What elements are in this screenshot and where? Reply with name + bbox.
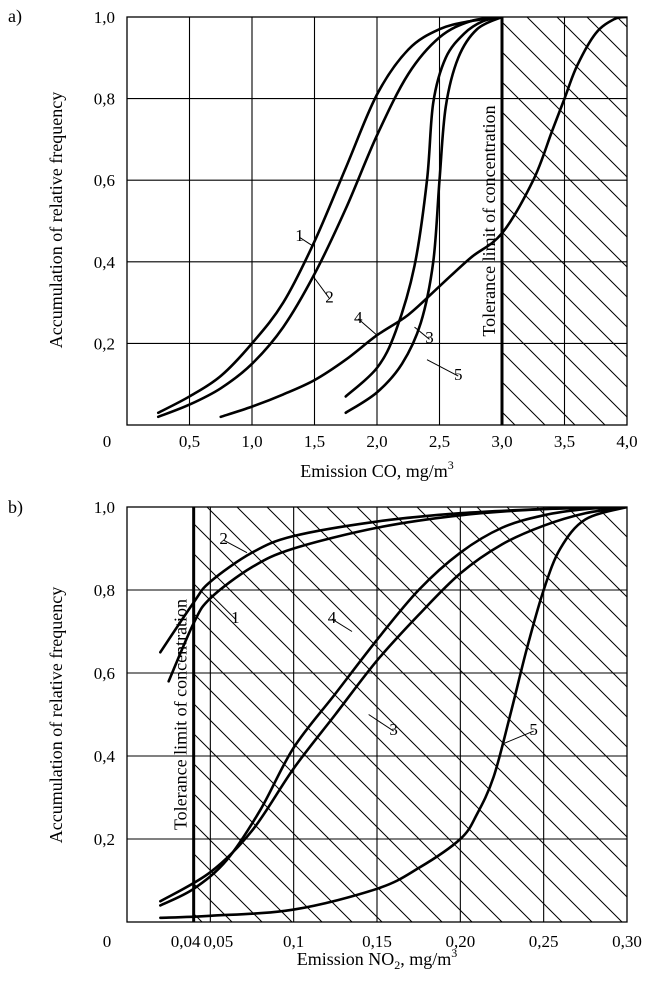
series-leader-3: [368, 714, 394, 732]
series-line-3: [344, 17, 504, 415]
x-axis-label-tail: , mg/m: [400, 949, 451, 969]
series-label-3: 3: [425, 328, 434, 347]
x-tick-label: 2,5: [429, 432, 450, 451]
series-label-1: 1: [231, 608, 240, 627]
y-tick-label: 0,2: [94, 830, 115, 849]
origin-label: 0: [103, 432, 112, 451]
series-line-5: [159, 507, 627, 920]
hatched-region: [193, 507, 627, 922]
series-line-1: [156, 17, 504, 415]
x-tick-label: 0,15: [362, 932, 392, 951]
y-tick-label: 0,4: [94, 253, 116, 272]
panel-label: b): [8, 497, 23, 518]
y-tick-label: 1,0: [94, 498, 115, 517]
chart-panel-b: Tolerance limit of concentration 1 2 3 4 5 0,2…: [8, 497, 642, 972]
x-tick-label: 1,0: [241, 432, 262, 451]
y-axis-label: Accumulation of relative frequency: [46, 92, 66, 348]
series-line-4: [344, 17, 504, 398]
x-tick-label: 3,5: [554, 432, 575, 451]
series-label-5: 5: [454, 365, 463, 384]
series-label-1: 1: [295, 226, 304, 245]
plot-frame: [126, 506, 628, 923]
series-leader-4: [331, 618, 353, 632]
series-leader-4: [357, 318, 378, 336]
x-axis-label-sup: 3: [448, 458, 454, 472]
x-axis-label-sub: 2: [394, 958, 400, 972]
series-label-2: 2: [219, 529, 228, 548]
series-label-3: 3: [389, 720, 398, 739]
x-tick-label: 0,30: [612, 932, 642, 951]
series-leader-2: [223, 539, 248, 554]
series-label-4: 4: [328, 608, 337, 627]
x-tick-label: 0,04: [171, 932, 201, 951]
x-tick-label: 0,1: [283, 932, 304, 951]
series-leader-1: [299, 236, 313, 246]
x-tick-label: 0,20: [445, 932, 475, 951]
series-line-2: [156, 17, 504, 419]
x-tick-label: 2,0: [366, 432, 387, 451]
series-leader-5: [426, 359, 459, 377]
series-leader-1: [209, 593, 236, 620]
tolerance-limit-label: Tolerance limit of concentration: [171, 599, 191, 830]
x-tick-label: 0,25: [529, 932, 559, 951]
y-axis-label: Accumulation of relative frequency: [46, 587, 66, 843]
x-axis-label-sup: 3: [451, 946, 457, 960]
series-line-5: [219, 17, 627, 419]
series-leader-3: [414, 326, 430, 340]
y-tick-label: 0,8: [94, 581, 115, 600]
series-line-3: [159, 507, 627, 903]
series-line-2: [159, 507, 627, 654]
series-line-4: [159, 507, 627, 907]
y-tick-label: 0,6: [94, 171, 115, 190]
origin-label: 0: [103, 932, 112, 951]
chart-panel-a: Tolerance limit of concentration 1 2 3 4 5 0,2…: [8, 6, 638, 481]
series-label-4: 4: [354, 308, 363, 327]
x-axis-label-main: Emission CO, mg/m: [300, 461, 448, 481]
x-tick-label: 1,5: [304, 432, 325, 451]
y-tick-label: 0,6: [94, 664, 115, 683]
series-label-2: 2: [325, 287, 334, 306]
y-tick-label: 0,4: [94, 747, 116, 766]
y-tick-label: 0,2: [94, 334, 115, 353]
panel-label: a): [8, 6, 22, 27]
x-tick-label: 0,5: [179, 432, 200, 451]
tolerance-limit-label: Tolerance limit of concentration: [479, 105, 499, 336]
x-tick-label: 4,0: [616, 432, 637, 451]
x-tick-label: 0,05: [203, 932, 233, 951]
x-axis-label: Emission NO2, mg/m3: [297, 946, 458, 972]
plot-frame: [126, 16, 628, 426]
y-tick-label: 0,8: [94, 90, 115, 109]
series-leader-2: [314, 277, 330, 299]
series-label-5: 5: [529, 720, 538, 739]
x-axis-label-main: Emission NO: [297, 949, 395, 969]
series-leader-5: [503, 730, 534, 745]
y-tick-label: 1,0: [94, 8, 115, 27]
x-tick-label: 3,0: [491, 432, 512, 451]
x-axis-label: Emission CO, mg/m3: [300, 458, 454, 481]
